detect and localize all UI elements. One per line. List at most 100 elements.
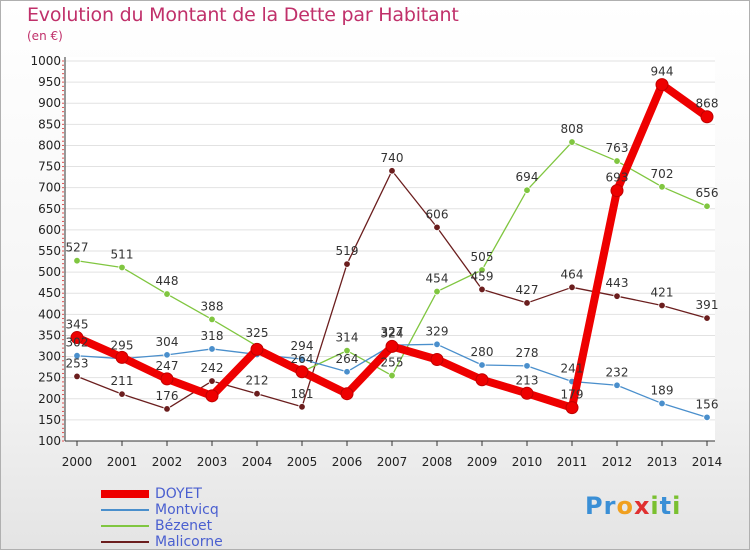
x-tick-label: 2011 bbox=[557, 455, 588, 469]
data-label: 294 bbox=[291, 339, 314, 353]
data-label: 606 bbox=[426, 207, 449, 221]
y-tick-label: 450 bbox=[38, 286, 61, 300]
data-point bbox=[115, 350, 129, 364]
data-point bbox=[343, 260, 351, 268]
legend-item-malicorne: Malicorne bbox=[101, 534, 223, 550]
data-label: 242 bbox=[201, 361, 224, 375]
y-tick-label: 600 bbox=[38, 223, 61, 237]
x-tick-label: 2005 bbox=[287, 455, 318, 469]
data-label: 345 bbox=[66, 318, 89, 332]
data-point bbox=[433, 223, 441, 232]
data-point bbox=[700, 110, 714, 124]
y-tick-label: 850 bbox=[38, 117, 61, 131]
y-tick-label: 1000 bbox=[30, 54, 61, 68]
data-point bbox=[385, 339, 399, 353]
data-point bbox=[163, 351, 171, 359]
data-label: 388 bbox=[201, 299, 224, 313]
data-label: 656 bbox=[696, 186, 719, 200]
y-tick-label: 650 bbox=[38, 202, 61, 216]
proxiti-logo: Proxiti bbox=[585, 492, 681, 520]
legend-swatch bbox=[101, 525, 149, 527]
data-label: 329 bbox=[426, 324, 449, 338]
data-point bbox=[610, 184, 624, 198]
legend-label: Montvicq bbox=[155, 502, 219, 518]
data-point bbox=[340, 387, 354, 401]
data-label: 421 bbox=[651, 285, 674, 299]
data-point bbox=[163, 405, 171, 413]
x-tick-label: 2012 bbox=[602, 455, 633, 469]
legend-label: Bézenet bbox=[155, 518, 213, 534]
legend-label: DOYET bbox=[155, 486, 202, 502]
logo-letter: x bbox=[633, 492, 651, 520]
data-label: 213 bbox=[516, 373, 539, 387]
data-point bbox=[613, 381, 621, 389]
data-point bbox=[208, 345, 216, 353]
data-point bbox=[565, 401, 579, 415]
logo-letter: P bbox=[585, 492, 604, 520]
legend-item-montvicq: Montvicq bbox=[101, 502, 223, 518]
data-point bbox=[613, 157, 621, 165]
logo-letter: o bbox=[616, 492, 634, 520]
data-label: 181 bbox=[291, 387, 314, 401]
data-label: 253 bbox=[66, 356, 89, 370]
x-tick-label: 2001 bbox=[107, 455, 138, 469]
y-tick-label: 750 bbox=[38, 160, 61, 174]
y-tick-label: 550 bbox=[38, 244, 61, 258]
data-label: 427 bbox=[516, 283, 539, 297]
data-label: 443 bbox=[606, 276, 629, 290]
data-point bbox=[295, 365, 309, 379]
data-label: 391 bbox=[696, 298, 719, 312]
data-point bbox=[523, 362, 531, 370]
data-point bbox=[73, 372, 81, 381]
y-tick-label: 800 bbox=[38, 138, 61, 152]
y-tick-label: 700 bbox=[38, 181, 61, 195]
data-point bbox=[613, 292, 621, 300]
data-point bbox=[388, 167, 396, 175]
data-point bbox=[160, 372, 174, 386]
y-tick-label: 400 bbox=[38, 307, 61, 321]
data-point bbox=[520, 386, 534, 400]
y-tick-label: 500 bbox=[38, 265, 61, 279]
data-label: 232 bbox=[606, 365, 629, 379]
legend-swatch bbox=[101, 490, 149, 498]
data-label: 693 bbox=[606, 171, 629, 185]
x-tick-label: 2014 bbox=[692, 455, 723, 469]
data-point bbox=[703, 314, 711, 322]
data-point bbox=[478, 266, 486, 274]
data-point bbox=[118, 263, 126, 272]
x-tick-label: 2003 bbox=[197, 455, 228, 469]
legend-item-bézenet: Bézenet bbox=[101, 518, 223, 534]
data-label: 304 bbox=[156, 335, 179, 349]
data-label: 527 bbox=[66, 241, 89, 255]
data-label: 211 bbox=[111, 374, 134, 388]
legend-swatch bbox=[101, 541, 149, 543]
data-label: 868 bbox=[696, 97, 719, 111]
data-label: 324 bbox=[381, 326, 404, 340]
y-tick-label: 300 bbox=[38, 350, 61, 364]
data-label: 189 bbox=[651, 383, 674, 397]
x-tick-label: 2002 bbox=[152, 455, 183, 469]
data-label: 179 bbox=[561, 388, 584, 402]
data-point bbox=[433, 340, 441, 349]
data-label: 519 bbox=[336, 244, 359, 258]
data-label: 255 bbox=[381, 356, 404, 370]
data-label: 511 bbox=[111, 247, 134, 261]
data-point bbox=[118, 390, 126, 398]
y-tick-label: 100 bbox=[38, 434, 61, 448]
data-point bbox=[655, 78, 669, 92]
data-point bbox=[163, 290, 171, 298]
data-point bbox=[73, 352, 81, 360]
data-label: 264 bbox=[291, 352, 314, 366]
chart-title: Evolution du Montant de la Dette par Hab… bbox=[27, 4, 459, 26]
logo-letter: t bbox=[659, 492, 673, 520]
data-label: 212 bbox=[246, 374, 269, 388]
data-label: 505 bbox=[471, 250, 494, 264]
y-tick-label: 200 bbox=[38, 392, 61, 406]
data-point bbox=[478, 361, 486, 369]
data-point bbox=[478, 285, 486, 294]
data-label: 327 bbox=[381, 325, 404, 339]
y-tick-label: 950 bbox=[38, 75, 61, 89]
data-label: 278 bbox=[516, 346, 539, 360]
